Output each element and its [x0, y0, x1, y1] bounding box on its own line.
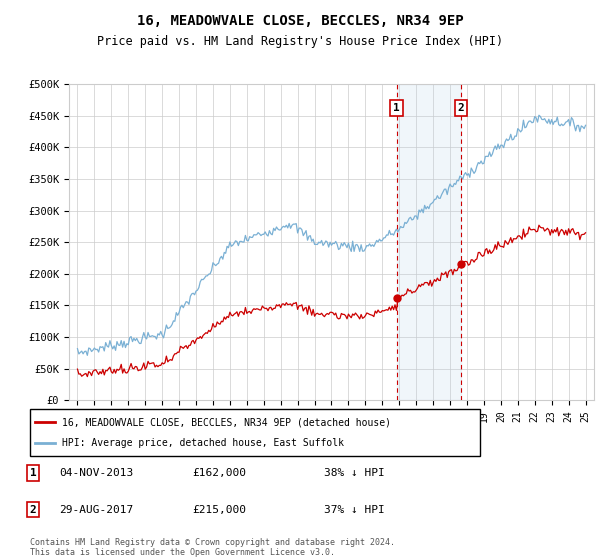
- Text: 38% ↓ HPI: 38% ↓ HPI: [324, 468, 385, 478]
- Text: Price paid vs. HM Land Registry's House Price Index (HPI): Price paid vs. HM Land Registry's House …: [97, 35, 503, 48]
- Text: 04-NOV-2013: 04-NOV-2013: [59, 468, 133, 478]
- Text: 16, MEADOWVALE CLOSE, BECCLES, NR34 9EP: 16, MEADOWVALE CLOSE, BECCLES, NR34 9EP: [137, 14, 463, 28]
- Text: 2: 2: [458, 102, 464, 113]
- Text: 37% ↓ HPI: 37% ↓ HPI: [324, 505, 385, 515]
- Text: £162,000: £162,000: [192, 468, 246, 478]
- Text: 29-AUG-2017: 29-AUG-2017: [59, 505, 133, 515]
- Text: HPI: Average price, detached house, East Suffolk: HPI: Average price, detached house, East…: [62, 438, 343, 448]
- Bar: [397, 84, 461, 400]
- Text: 16, MEADOWVALE CLOSE, BECCLES, NR34 9EP (detached house): 16, MEADOWVALE CLOSE, BECCLES, NR34 9EP …: [62, 417, 391, 427]
- Text: 1: 1: [29, 468, 37, 478]
- Text: £215,000: £215,000: [192, 505, 246, 515]
- Text: 2: 2: [29, 505, 37, 515]
- Text: 1: 1: [393, 102, 400, 113]
- Text: Contains HM Land Registry data © Crown copyright and database right 2024.
This d: Contains HM Land Registry data © Crown c…: [30, 538, 395, 557]
